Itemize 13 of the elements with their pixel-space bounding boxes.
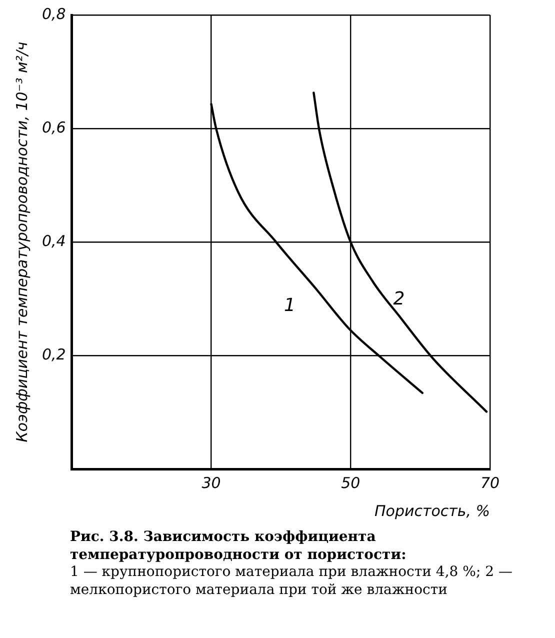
- text: 1 — крупнопористого материала при влажности 4,8 %; 2 — мелкопористого материала при той же влажности: [70, 564, 514, 599]
- x-tick-label: 30: [202, 474, 221, 492]
- text: Рис. 3.8. Зависимость коэффициента температуропроводности от пористости:: [70, 529, 408, 564]
- y-tick-label: 0,8: [42, 4, 66, 23]
- series-label: 2: [393, 288, 405, 310]
- y-axis-title: Коэффициент температуропроводности, 10⁻³ м²/ч: [12, 42, 31, 442]
- y-tick-label: 0,4: [42, 232, 66, 250]
- x-tick-label: 50: [341, 474, 360, 492]
- x-axis-title: Пористость, %: [374, 502, 490, 520]
- x-tick-label: 70: [480, 474, 500, 492]
- y-tick-label: 0,6: [42, 118, 66, 136]
- y-tick-label: 0,2: [42, 345, 66, 364]
- series-label: 1: [284, 295, 296, 316]
